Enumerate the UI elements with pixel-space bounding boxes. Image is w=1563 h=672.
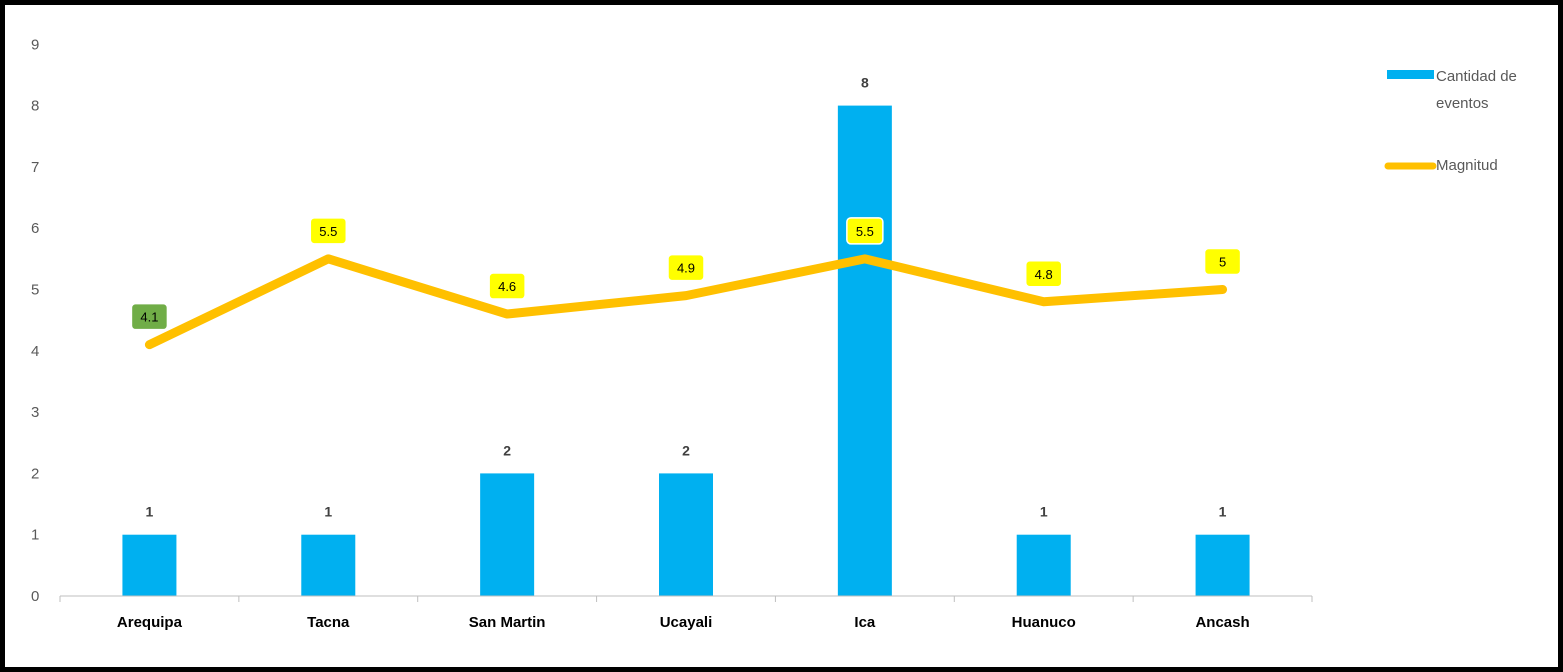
legend: Cantidad de eventos Magnitud: [1384, 68, 1517, 174]
y-axis: 0 1 2 3 4 5 6 7 8 9: [31, 36, 39, 605]
bar-data-labels: 1 1 2 2 8 1 1: [146, 75, 1227, 520]
line-data-label-box: [667, 253, 705, 282]
line-data-label-text: 4.1: [140, 310, 158, 325]
y-tick-label: 3: [31, 404, 39, 421]
line-data-label: 4.6: [488, 272, 526, 300]
bars-series: [122, 105, 1250, 596]
x-tick-label: Tacna: [307, 614, 350, 631]
line-data-label-text: 4.6: [498, 279, 516, 294]
line-data-label-text: 5.5: [856, 224, 874, 239]
bar: [1016, 534, 1071, 596]
line-data-label: 5.5: [846, 217, 884, 245]
y-tick-label: 2: [31, 465, 39, 482]
bar-data-label: 1: [1040, 504, 1048, 520]
legend-label: Magnitud: [1436, 157, 1498, 174]
y-tick-label: 1: [31, 527, 39, 544]
bar-data-label: 8: [861, 75, 869, 91]
x-tick-label: Arequipa: [117, 614, 183, 631]
line-data-label-box: [846, 217, 884, 245]
line-data-label-text: 4.8: [1035, 267, 1053, 282]
line-data-labels: 4.1 5.5 4.6 4.9 5.5 4.8 5: [130, 217, 1242, 331]
y-tick-label: 9: [31, 36, 39, 53]
x-tick-label: Ancash: [1195, 614, 1249, 631]
y-tick-label: 4: [31, 343, 39, 360]
line-data-label: 4.8: [1024, 260, 1063, 288]
line-data-label: 4.1: [130, 302, 169, 331]
y-tick-label: 6: [31, 220, 39, 237]
legend-bar-swatch: [1387, 70, 1434, 79]
y-tick-label: 5: [31, 282, 39, 299]
bar: [301, 534, 356, 596]
line-data-label-text: 5: [1219, 255, 1226, 270]
x-tick-label: Huanuco: [1012, 614, 1076, 631]
x-tick-label: San Martin: [469, 614, 546, 631]
y-tick-label: 7: [31, 159, 39, 176]
x-tick-label: Ucayali: [660, 614, 713, 631]
bar-data-label: 2: [682, 442, 690, 458]
y-tick-label: 8: [31, 98, 39, 115]
magnitud-line: [144, 254, 1228, 350]
line-data-label: 5.5: [309, 217, 348, 245]
line-data-label-text: 4.9: [677, 261, 695, 276]
line-data-label-box: [309, 217, 348, 245]
bar-data-label: 1: [146, 504, 154, 520]
bar: [1195, 534, 1250, 596]
x-axis: Arequipa Tacna San Martin Ucayali Ica Huanuco…: [59, 595, 1313, 631]
bar-data-label: 1: [1219, 504, 1227, 520]
bar: [480, 473, 535, 596]
legend-label: Cantidad de: [1436, 68, 1517, 85]
bar-data-label: 2: [503, 442, 511, 458]
line-data-label-box: [1024, 260, 1063, 288]
x-tick-label: Ica: [854, 614, 876, 631]
legend-label: eventos: [1436, 95, 1489, 112]
line-data-label-box: [130, 302, 169, 331]
line-data-label: 5: [1203, 247, 1242, 276]
y-tick-label: 0: [31, 588, 39, 605]
line-data-label-text: 5.5: [319, 224, 337, 239]
line-data-label-box: [488, 272, 526, 300]
bar: [122, 534, 177, 596]
line-data-label: 4.9: [667, 253, 705, 282]
bar: [837, 105, 892, 596]
line-data-label-box: [1203, 247, 1242, 276]
line-series: [144, 254, 1228, 350]
bar-data-label: 1: [324, 504, 332, 520]
bar: [659, 473, 713, 596]
